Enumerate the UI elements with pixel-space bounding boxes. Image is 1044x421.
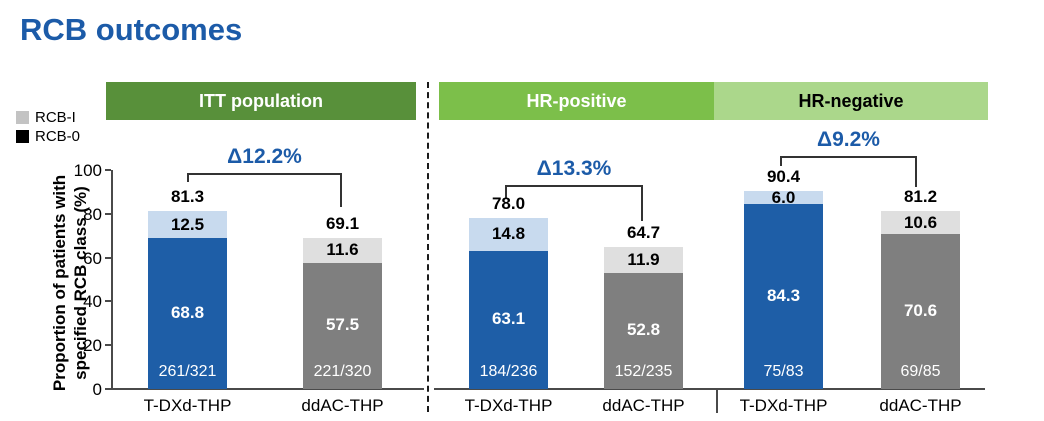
y-axis-line: [111, 170, 113, 389]
segment-rcb1-value: 10.6: [903, 212, 938, 232]
y-tick-label: 40: [83, 292, 102, 312]
bar-fraction-label: 261/321: [158, 363, 217, 380]
segment-rcb0-value: 52.8: [626, 320, 661, 340]
segment-rcb1-value: 6.0: [771, 187, 796, 207]
delta-bracket-right-leg: [915, 156, 917, 187]
legend-label-rcb0: RCB-0: [35, 128, 81, 145]
x-category-label: ddAC-THP: [879, 396, 962, 415]
segment-rcb0-value: 70.6: [903, 300, 938, 320]
delta-label: Δ9.2%: [817, 128, 880, 151]
legend-item-rcb0: RCB-0: [16, 127, 80, 146]
delta-label: Δ13.3%: [536, 157, 612, 180]
y-axis-label-line1: Proportion of patients with: [50, 174, 69, 392]
bar-fraction-label: 184/236: [479, 363, 538, 380]
segment-rcb1-value: 11.9: [627, 250, 660, 270]
delta-bracket-right-leg: [641, 185, 643, 221]
bar-fraction-label: 152/235: [614, 363, 673, 380]
legend-item-rcb1: RCB-I: [16, 108, 80, 127]
segment-rcb0-T-DXd-THP: [744, 204, 823, 389]
segment-rcb0-value: 63.1: [491, 308, 526, 328]
x-category-label: T-DXd-THP: [464, 396, 553, 415]
y-tick-mark: [105, 169, 111, 171]
rcb1-swatch-icon: [16, 111, 29, 124]
segment-rcb0-value: 68.8: [170, 302, 205, 322]
segment-rcb1-value: 11.6: [326, 240, 359, 260]
bar-fraction-label: 69/85: [900, 363, 941, 380]
segment-rcb1-T-DXd-THP: [744, 191, 823, 205]
delta-bracket-horizontal: [187, 173, 342, 175]
rcb0-swatch-icon: [16, 130, 29, 143]
y-axis-label: Proportion of patients with specified RC…: [49, 148, 91, 418]
panel-divider: [716, 389, 718, 413]
segment-rcb1-ddAC-THP: [881, 211, 960, 235]
x-axis-line-right: [434, 388, 985, 390]
delta-bracket-horizontal: [505, 185, 643, 187]
bar-total-label: 90.4: [766, 167, 801, 187]
segment-rcb0-ddAC-THP: [604, 273, 683, 389]
segment-rcb0-ddAC-THP: [303, 263, 382, 389]
y-tick-label: 80: [83, 204, 102, 224]
x-category-label: T-DXd-THP: [143, 396, 232, 415]
delta-bracket-left-leg: [780, 156, 782, 166]
x-category-label: ddAC-THP: [602, 396, 685, 415]
delta-bracket-horizontal: [780, 156, 917, 158]
segment-rcb0-value: 84.3: [766, 285, 801, 305]
delta-bracket-left-leg: [505, 185, 507, 199]
bar-total-label: 69.1: [325, 213, 360, 233]
y-tick-mark: [105, 388, 111, 390]
segment-rcb0-T-DXd-THP: [148, 238, 227, 389]
segment-rcb1-ddAC-THP: [604, 247, 683, 274]
y-tick-mark: [105, 256, 111, 259]
panel-header-hr-positive: HR-positive: [439, 82, 714, 120]
y-tick-label: 100: [73, 161, 102, 180]
y-axis-label-line2: specified RCB class (%): [71, 186, 90, 380]
y-tick-mark: [105, 212, 111, 215]
bar-total-label: 81.2: [903, 187, 938, 207]
panel-header-itt: ITT population: [106, 82, 416, 120]
y-tick-mark: [105, 344, 111, 347]
segment-rcb1-value: 12.5: [170, 214, 205, 234]
segment-rcb0-ddAC-THP: [881, 234, 960, 389]
legend: RCB-I RCB-0: [16, 108, 80, 146]
segment-rcb1-value: 14.8: [491, 224, 526, 244]
bar-fraction-label: 75/83: [763, 363, 804, 380]
segment-rcb0-T-DXd-THP: [469, 250, 548, 389]
segment-rcb1-T-DXd-THP: [148, 210, 227, 239]
page-title: RCB outcomes: [20, 12, 243, 47]
y-tick-label: 20: [83, 336, 102, 356]
segment-rcb1-T-DXd-THP: [469, 218, 548, 251]
panel-header-hr-negative: HR-negative: [714, 82, 988, 120]
y-tick-label: 60: [83, 248, 102, 268]
legend-label-rcb1: RCB-I: [35, 109, 76, 126]
segment-rcb0-value: 57.5: [325, 315, 360, 335]
bar-total-label: 64.7: [626, 223, 661, 243]
delta-label: Δ12.2%: [227, 145, 302, 168]
bar-total-label: 78.0: [491, 194, 526, 214]
y-tick-mark: [105, 300, 111, 303]
dashed-separator: [427, 82, 429, 412]
x-category-label: ddAC-THP: [301, 396, 384, 415]
y-tick-label: 0: [92, 380, 102, 399]
delta-bracket-right-leg: [340, 173, 342, 207]
bar-total-label: 81.3: [170, 186, 205, 206]
delta-bracket-left-leg: [187, 173, 189, 182]
x-category-label: T-DXd-THP: [739, 396, 828, 415]
x-axis-line-left: [111, 388, 424, 390]
bar-fraction-label: 221/320: [313, 363, 372, 380]
segment-rcb1-ddAC-THP: [303, 237, 382, 264]
